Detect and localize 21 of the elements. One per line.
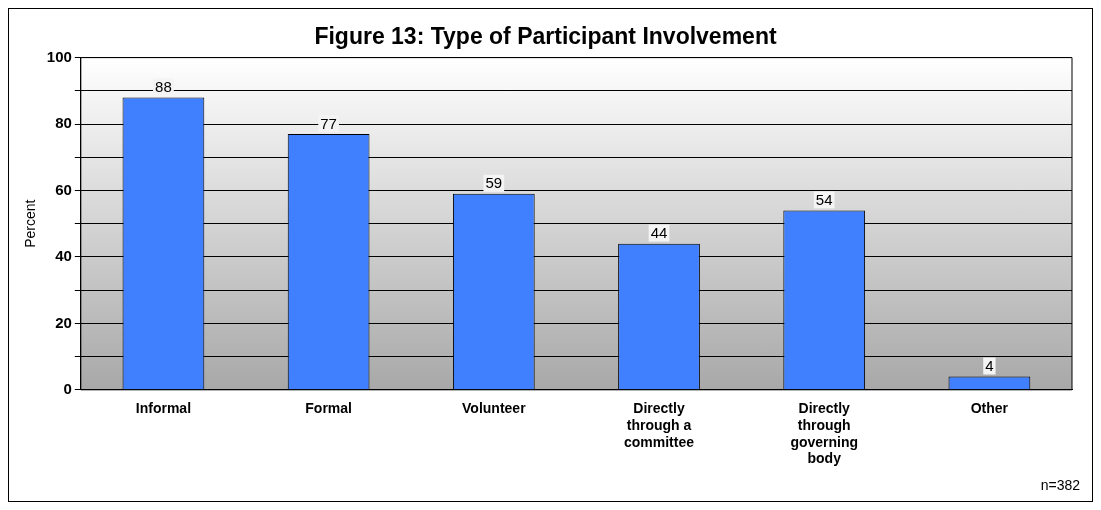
x-tick-label: Directly through a committee — [624, 400, 695, 450]
text: n=382 — [1040, 476, 1081, 493]
y-tick-label: 60 — [55, 180, 72, 198]
x-tick-label: Other — [970, 400, 1009, 417]
chart-title: Figure 13: Type of Participant Involvement — [314, 23, 777, 50]
data-label: 59 — [485, 174, 503, 192]
y-tick-label: 0 — [63, 379, 72, 397]
data-label: 54 — [815, 191, 833, 209]
data-label: 77 — [320, 114, 337, 132]
y-axis-title: Percent — [22, 199, 39, 248]
y-tick-label: 80 — [55, 114, 72, 132]
y-tick-label: 40 — [55, 247, 72, 265]
x-tick-label: Volunteer — [462, 400, 527, 417]
x-tick-label: Directly through governing body — [790, 400, 859, 467]
x-tick-label: Informal — [135, 400, 192, 417]
data-label: 4 — [985, 357, 994, 375]
data-label: 44 — [650, 224, 668, 242]
data-label: 88 — [155, 78, 172, 96]
x-tick-label: Formal — [305, 400, 352, 417]
y-tick-label: 100 — [46, 47, 72, 65]
y-tick-label: 20 — [55, 313, 72, 331]
